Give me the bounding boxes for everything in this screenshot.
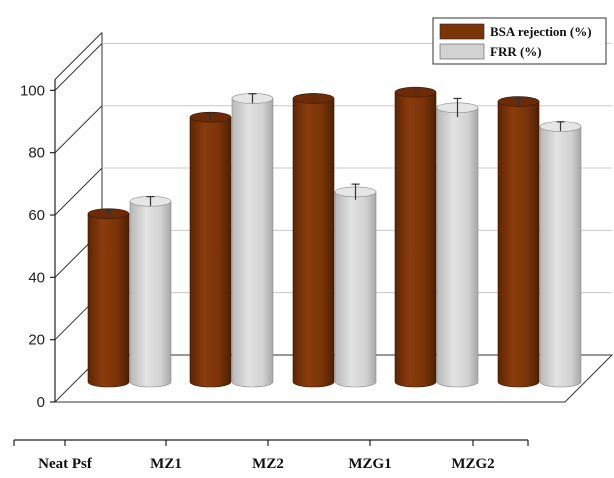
bar-body bbox=[231, 98, 274, 388]
bars bbox=[87, 86, 582, 388]
bar-body bbox=[497, 101, 540, 388]
top-edge bbox=[54, 32, 103, 80]
x-tick-label: MZG1 bbox=[348, 456, 391, 472]
bar bbox=[129, 195, 172, 388]
y-axis: 0 20 40 60 80 100 bbox=[20, 79, 56, 411]
x-tick-label: MZG2 bbox=[451, 456, 494, 472]
x-axis: Neat Psf MZ1 MZ2 MZG1 MZG2 bbox=[13, 439, 529, 472]
bar bbox=[394, 86, 437, 388]
legend: BSA rejection (%) FRR (%) bbox=[432, 17, 607, 65]
bar-body bbox=[87, 213, 130, 388]
y-tick-label: 100 bbox=[20, 82, 45, 99]
y-tick-label: 40 bbox=[28, 269, 45, 286]
bar-body bbox=[129, 200, 172, 388]
bar-body bbox=[539, 126, 582, 388]
legend-swatch-bsa bbox=[439, 23, 485, 40]
floor bbox=[53, 354, 614, 403]
bar bbox=[87, 208, 130, 388]
bar bbox=[539, 121, 582, 388]
y-tick-label: 20 bbox=[28, 332, 45, 349]
x-tick-label: MZ1 bbox=[150, 456, 182, 472]
x-tick-label: Neat Psf bbox=[38, 456, 93, 472]
x-tick-label: MZ2 bbox=[252, 456, 284, 472]
y-tick-label: 80 bbox=[28, 145, 45, 162]
legend-label-frr: FRR (%) bbox=[490, 44, 542, 59]
y-tick-label: 60 bbox=[28, 207, 45, 224]
bar bbox=[231, 93, 274, 388]
bar-body bbox=[436, 107, 479, 388]
side-gridline bbox=[54, 43, 103, 91]
legend-label-bsa: BSA rejection (%) bbox=[490, 24, 592, 39]
bar-body bbox=[394, 91, 437, 388]
bar bbox=[497, 96, 540, 388]
bar-body bbox=[292, 98, 335, 388]
bar bbox=[189, 111, 232, 388]
bar bbox=[334, 183, 377, 388]
bar bbox=[292, 93, 335, 388]
bar-body bbox=[334, 191, 377, 388]
side-gridline bbox=[54, 105, 103, 154]
bar bbox=[436, 97, 479, 388]
legend-swatch-frr bbox=[439, 43, 485, 60]
side-gridline bbox=[54, 167, 103, 216]
y-tick-label: 0 bbox=[37, 394, 45, 411]
bar-body bbox=[189, 116, 232, 388]
